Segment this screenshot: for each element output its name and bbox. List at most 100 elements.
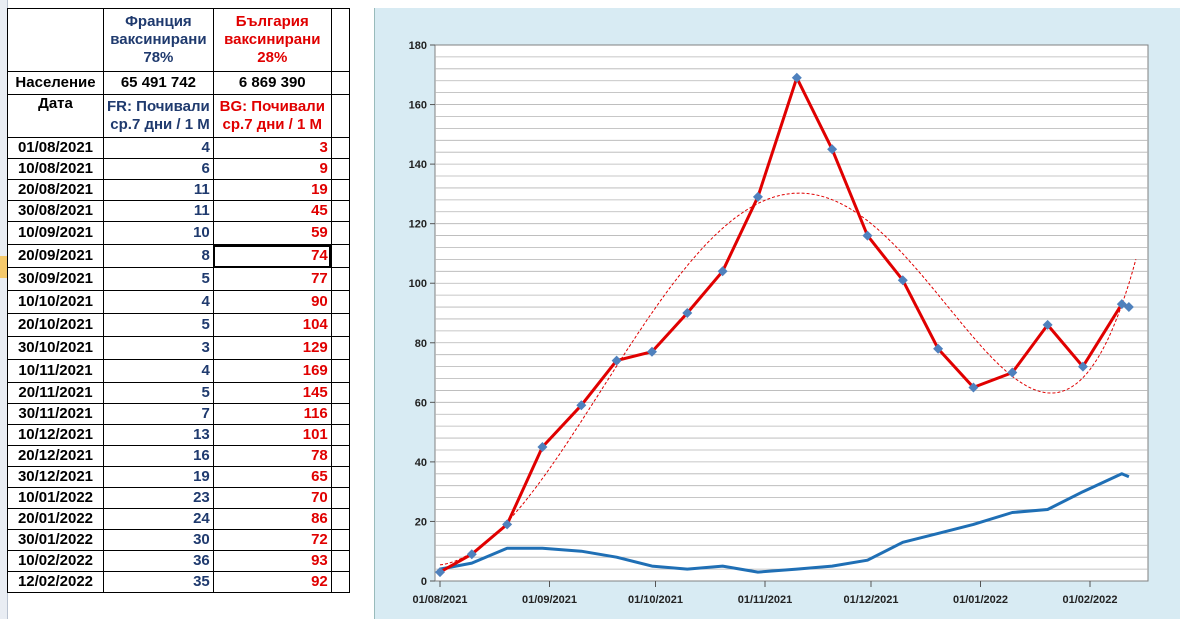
date-cell[interactable]: 20/08/2021 (7, 179, 104, 201)
y-tick-label: 60 (415, 397, 427, 409)
date-cell[interactable]: 01/08/2021 (7, 137, 104, 159)
france-header-cell[interactable]: Франция ваксинирани 78% (103, 8, 214, 72)
france-value-cell[interactable]: 11 (103, 179, 214, 201)
bulgaria-value-cell[interactable]: 74 (212, 244, 332, 268)
bulgaria-value-cell[interactable]: 116 (212, 403, 332, 425)
spare-cell[interactable] (330, 529, 350, 551)
date-cell[interactable]: 10/01/2022 (7, 487, 104, 509)
spare-cell[interactable] (330, 94, 350, 138)
table-row: 10/09/2021 10 59 (7, 221, 350, 245)
spare-cell[interactable] (330, 403, 350, 425)
bulgaria-value-cell[interactable]: 145 (212, 382, 332, 404)
bulgaria-value-cell[interactable]: 104 (212, 313, 332, 337)
date-cell[interactable]: 30/11/2021 (7, 403, 104, 425)
spare-cell[interactable] (330, 158, 350, 180)
date-cell[interactable]: 30/10/2021 (7, 336, 104, 360)
date-cell[interactable]: 30/01/2022 (7, 529, 104, 551)
spare-cell[interactable] (330, 71, 350, 95)
france-value-cell[interactable]: 4 (103, 137, 214, 159)
date-cell[interactable]: 10/12/2021 (7, 424, 104, 446)
france-value-cell[interactable]: 5 (103, 267, 214, 291)
date-cell[interactable]: 10/08/2021 (7, 158, 104, 180)
france-value-cell[interactable]: 7 (103, 403, 214, 425)
date-cell[interactable]: 30/09/2021 (7, 267, 104, 291)
spare-cell[interactable] (330, 290, 350, 314)
spare-cell[interactable] (330, 487, 350, 509)
france-value-cell[interactable]: 3 (103, 336, 214, 360)
france-value-cell[interactable]: 11 (103, 200, 214, 222)
france-value-cell[interactable]: 5 (103, 382, 214, 404)
france-value-cell[interactable]: 19 (103, 466, 214, 488)
date-cell[interactable]: 20/11/2021 (7, 382, 104, 404)
bulgaria-value-cell[interactable]: 19 (212, 179, 332, 201)
france-value-cell[interactable]: 30 (103, 529, 214, 551)
spare-cell[interactable] (330, 200, 350, 222)
bulgaria-value-cell[interactable]: 65 (212, 466, 332, 488)
spare-cell[interactable] (330, 244, 350, 268)
bulgaria-value-cell[interactable]: 45 (212, 200, 332, 222)
france-value-cell[interactable]: 8 (103, 244, 214, 268)
spare-cell[interactable] (330, 571, 350, 593)
bulgaria-value-cell[interactable]: 93 (212, 550, 332, 572)
france-value-cell[interactable]: 36 (103, 550, 214, 572)
spare-cell[interactable] (330, 137, 350, 159)
france-value-cell[interactable]: 35 (103, 571, 214, 593)
table-row: 10/08/2021 6 9 (7, 158, 350, 180)
bulgaria-value-cell[interactable]: 70 (212, 487, 332, 509)
date-cell[interactable]: 20/10/2021 (7, 313, 104, 337)
bulgaria-value-cell[interactable]: 90 (212, 290, 332, 314)
spare-cell[interactable] (330, 221, 350, 245)
spare-cell[interactable] (330, 466, 350, 488)
france-value-cell[interactable]: 24 (103, 508, 214, 530)
bulgaria-value-cell[interactable]: 169 (212, 359, 332, 383)
bulgaria-value-cell[interactable]: 92 (212, 571, 332, 593)
bulgaria-value-cell[interactable]: 9 (212, 158, 332, 180)
date-column-header[interactable]: Дата (7, 94, 104, 138)
france-value-cell[interactable]: 4 (103, 359, 214, 383)
population-bulgaria[interactable]: 6 869 390 (212, 71, 332, 95)
bulgaria-header-cell[interactable]: България ваксинирани 28% (212, 8, 332, 72)
bulgaria-value-cell[interactable]: 86 (212, 508, 332, 530)
date-cell[interactable]: 20/01/2022 (7, 508, 104, 530)
bulgaria-value-cell[interactable]: 78 (212, 445, 332, 467)
date-cell[interactable]: 20/09/2021 (7, 244, 104, 268)
spare-cell[interactable] (330, 508, 350, 530)
spare-cell[interactable] (330, 550, 350, 572)
spare-cell[interactable] (330, 267, 350, 291)
france-value-cell[interactable]: 23 (103, 487, 214, 509)
spare-cell[interactable] (330, 8, 350, 72)
france-value-cell[interactable]: 4 (103, 290, 214, 314)
france-value-cell[interactable]: 6 (103, 158, 214, 180)
bulgaria-value-cell[interactable]: 72 (212, 529, 332, 551)
france-column-header[interactable]: FR: Почивали ср.7 дни / 1 М (103, 94, 214, 138)
population-label[interactable]: Население (7, 71, 104, 95)
france-value-cell[interactable]: 16 (103, 445, 214, 467)
spare-cell[interactable] (330, 382, 350, 404)
date-cell[interactable]: 10/02/2022 (7, 550, 104, 572)
bulgaria-value-cell[interactable]: 59 (212, 221, 332, 245)
bulgaria-value-cell[interactable]: 77 (212, 267, 332, 291)
empty-header-cell[interactable] (7, 8, 104, 72)
date-cell[interactable]: 10/09/2021 (7, 221, 104, 245)
date-cell[interactable]: 10/11/2021 (7, 359, 104, 383)
date-cell[interactable]: 10/10/2021 (7, 290, 104, 314)
bulgaria-value-cell[interactable]: 129 (212, 336, 332, 360)
population-france[interactable]: 65 491 742 (103, 71, 214, 95)
spare-cell[interactable] (330, 424, 350, 446)
bulgaria-column-header[interactable]: BG: Почивали ср.7 дни / 1 М (212, 94, 332, 138)
spare-cell[interactable] (330, 359, 350, 383)
date-cell[interactable]: 30/08/2021 (7, 200, 104, 222)
date-cell[interactable]: 12/02/2022 (7, 571, 104, 593)
france-value-cell[interactable]: 13 (103, 424, 214, 446)
bulgaria-value-cell[interactable]: 101 (212, 424, 332, 446)
spare-cell[interactable] (330, 179, 350, 201)
france-value-cell[interactable]: 10 (103, 221, 214, 245)
date-cell[interactable]: 30/12/2021 (7, 466, 104, 488)
bulgaria-value-cell[interactable]: 3 (212, 137, 332, 159)
spare-cell[interactable] (330, 313, 350, 337)
spare-cell[interactable] (330, 445, 350, 467)
date-cell[interactable]: 20/12/2021 (7, 445, 104, 467)
spare-cell[interactable] (330, 336, 350, 360)
france-value-cell[interactable]: 5 (103, 313, 214, 337)
chart-area[interactable]: 0 20 40 60 80 100 120 140 160 180 01/08/2021 01/09/… (374, 8, 1180, 619)
